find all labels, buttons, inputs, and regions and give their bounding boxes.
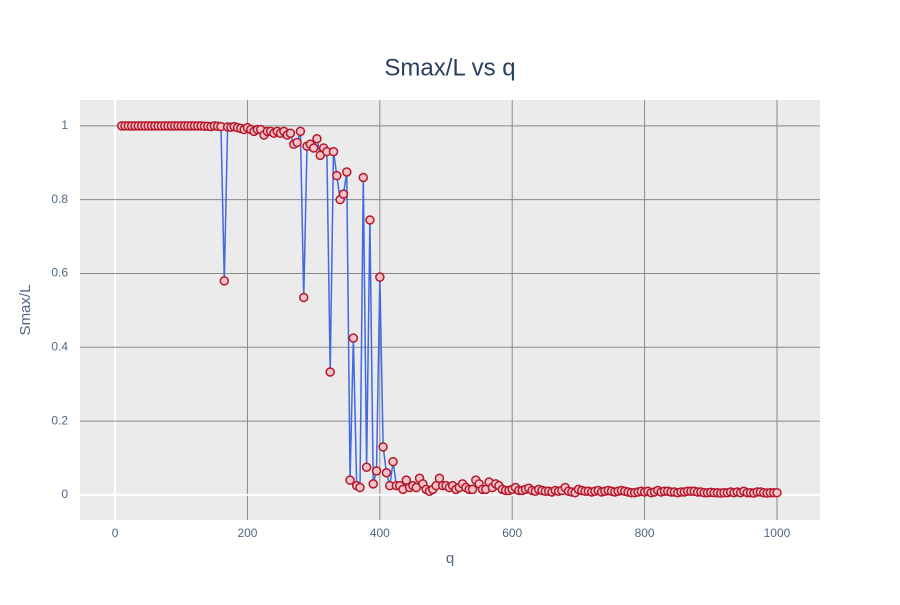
data-point <box>378 442 388 452</box>
data-point <box>219 276 230 286</box>
data-point <box>361 462 372 472</box>
data-point <box>308 143 319 153</box>
y-tick-label: 0.2 <box>51 413 68 427</box>
data-point <box>358 172 369 183</box>
data-point <box>332 170 342 181</box>
y-tick-label: 0.8 <box>51 192 68 206</box>
data-point <box>341 167 352 177</box>
x-tick-label: 200 <box>237 526 257 540</box>
chart-title: Smax/L vs q <box>384 54 515 81</box>
y-tick-label: 0.4 <box>51 339 68 353</box>
y-axis-title: Smax/L <box>17 285 34 336</box>
data-point <box>298 292 309 303</box>
x-tick-label: 0 <box>112 526 119 540</box>
x-axis-title: q <box>446 550 454 567</box>
data-point <box>348 333 359 343</box>
data-point <box>292 137 302 148</box>
data-point <box>381 468 392 478</box>
y-tick-label: 0 <box>61 487 68 501</box>
data-point <box>295 126 306 137</box>
plot-background <box>80 100 820 520</box>
data-point <box>328 146 339 157</box>
data-point <box>365 215 375 225</box>
x-tick-label: 1000 <box>764 526 791 540</box>
x-tick-label: 400 <box>370 526 390 540</box>
x-tick-label: 600 <box>502 526 522 540</box>
data-point <box>312 134 322 144</box>
data-point <box>388 456 398 467</box>
data-point <box>371 466 382 476</box>
data-point <box>368 479 378 489</box>
x-tick-label: 800 <box>635 526 655 540</box>
data-point <box>345 475 355 485</box>
data-point <box>325 367 335 377</box>
data-point <box>338 189 349 199</box>
data-point <box>355 482 365 493</box>
data-point <box>467 484 478 495</box>
y-tick-label: 0.6 <box>51 266 68 280</box>
data-point <box>285 128 296 138</box>
data-point <box>772 487 782 498</box>
y-tick-label: 1 <box>61 118 68 132</box>
data-point <box>375 272 385 282</box>
